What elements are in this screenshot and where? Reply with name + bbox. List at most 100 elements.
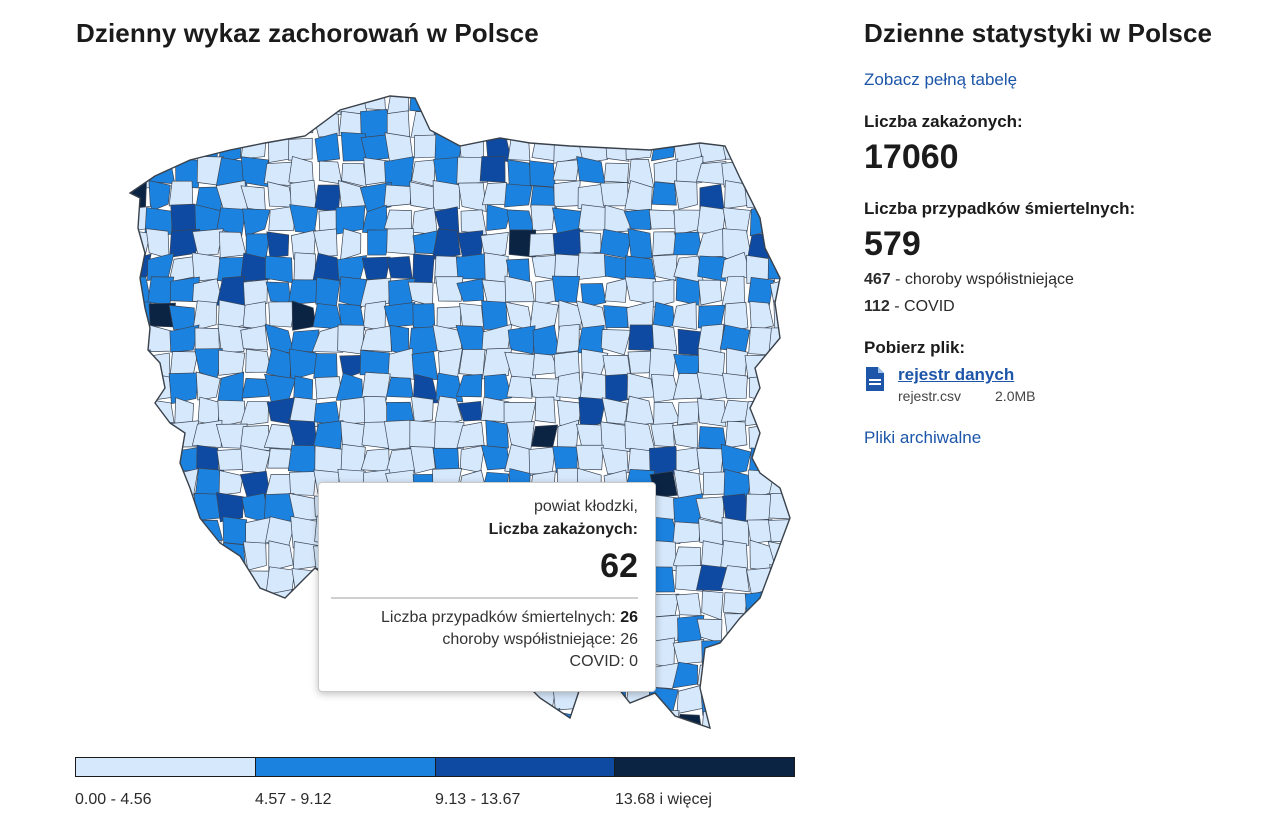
district-region[interactable] [432, 737, 463, 738]
district-region[interactable] [148, 592, 171, 616]
district-region[interactable] [337, 324, 365, 355]
district-region[interactable] [677, 109, 702, 137]
district-region[interactable] [603, 713, 631, 736]
district-region[interactable] [792, 88, 800, 111]
district-region[interactable] [293, 252, 316, 282]
district-region[interactable] [146, 540, 174, 572]
district-region[interactable] [793, 182, 800, 212]
district-region[interactable] [552, 88, 582, 113]
district-region[interactable] [317, 688, 343, 717]
district-region[interactable] [793, 521, 800, 544]
district-region[interactable] [769, 204, 800, 234]
district-region[interactable] [217, 88, 246, 116]
district-region[interactable] [340, 228, 362, 261]
district-region[interactable] [100, 640, 127, 667]
district-region[interactable] [768, 519, 797, 543]
district-region[interactable] [672, 423, 698, 449]
district-region[interactable] [217, 708, 246, 738]
district-region[interactable] [701, 710, 728, 738]
district-region[interactable] [288, 685, 320, 714]
district-region[interactable] [150, 420, 176, 453]
district-region[interactable] [532, 324, 560, 356]
district-region[interactable] [724, 420, 748, 449]
district-region[interactable] [123, 614, 152, 645]
district-region[interactable] [529, 160, 556, 188]
archive-files-link[interactable]: Pliki archiwalne [864, 428, 982, 447]
district-region[interactable] [318, 737, 343, 738]
district-region[interactable] [530, 707, 561, 735]
district-region[interactable] [648, 209, 678, 230]
district-region[interactable] [410, 446, 436, 474]
district-region[interactable] [480, 232, 509, 259]
district-region[interactable] [530, 204, 556, 232]
district-region[interactable] [770, 684, 797, 717]
district-region[interactable] [268, 301, 296, 328]
district-region[interactable] [290, 329, 320, 353]
district-region[interactable] [311, 324, 345, 353]
district-region[interactable] [169, 324, 200, 353]
district-region[interactable] [530, 88, 559, 116]
district-region[interactable] [264, 255, 293, 284]
district-region[interactable] [795, 279, 800, 306]
district-region[interactable] [434, 420, 465, 450]
district-region[interactable] [744, 108, 771, 134]
district-region[interactable] [361, 256, 391, 281]
district-region[interactable] [647, 88, 680, 110]
district-region[interactable] [504, 351, 537, 380]
district-region[interactable] [121, 88, 149, 115]
district-region[interactable] [387, 709, 416, 738]
district-region[interactable] [600, 329, 632, 356]
file-download-link[interactable]: rejestr danych [898, 365, 1015, 384]
district-region[interactable] [486, 204, 511, 231]
district-region[interactable] [796, 300, 800, 329]
district-region[interactable] [673, 180, 698, 210]
district-region[interactable] [288, 636, 314, 668]
district-region[interactable] [240, 734, 269, 738]
district-region[interactable] [169, 690, 201, 717]
district-region[interactable] [431, 228, 461, 260]
district-region[interactable] [627, 88, 650, 112]
district-region[interactable] [172, 659, 198, 689]
district-region[interactable] [242, 208, 271, 237]
district-region[interactable] [122, 109, 147, 140]
district-region[interactable] [143, 110, 171, 137]
district-region[interactable] [411, 207, 438, 235]
district-region[interactable] [625, 132, 656, 161]
district-region[interactable] [267, 109, 289, 137]
district-region[interactable] [773, 710, 794, 738]
district-region[interactable] [576, 252, 607, 280]
district-region[interactable] [746, 567, 773, 596]
district-region[interactable] [653, 733, 680, 738]
district-region[interactable] [720, 443, 752, 477]
district-region[interactable] [481, 734, 509, 738]
district-region[interactable] [433, 395, 463, 429]
district-region[interactable] [100, 662, 127, 691]
district-region[interactable] [530, 424, 559, 448]
district-region[interactable] [653, 158, 679, 185]
district-region[interactable] [239, 109, 272, 138]
district-region[interactable] [144, 443, 174, 471]
district-region[interactable] [359, 181, 392, 213]
district-region[interactable] [122, 444, 151, 474]
district-region[interactable] [555, 323, 580, 354]
district-region[interactable] [721, 661, 752, 688]
district-region[interactable] [360, 371, 391, 402]
district-region[interactable] [652, 279, 675, 308]
district-region[interactable] [197, 685, 223, 712]
district-region[interactable] [220, 684, 247, 712]
district-region[interactable] [144, 733, 175, 738]
district-region[interactable] [221, 592, 244, 618]
district-region[interactable] [601, 88, 631, 112]
district-region[interactable] [767, 396, 798, 428]
district-region[interactable] [797, 492, 800, 523]
district-region[interactable] [702, 471, 728, 496]
district-region[interactable] [364, 708, 391, 738]
district-region[interactable] [768, 327, 797, 357]
district-region[interactable] [744, 398, 777, 427]
district-region[interactable] [386, 228, 416, 255]
district-region[interactable] [768, 107, 796, 139]
district-region[interactable] [292, 662, 318, 690]
district-region[interactable] [504, 183, 533, 208]
district-region[interactable] [242, 301, 267, 331]
district-region[interactable] [773, 423, 796, 452]
